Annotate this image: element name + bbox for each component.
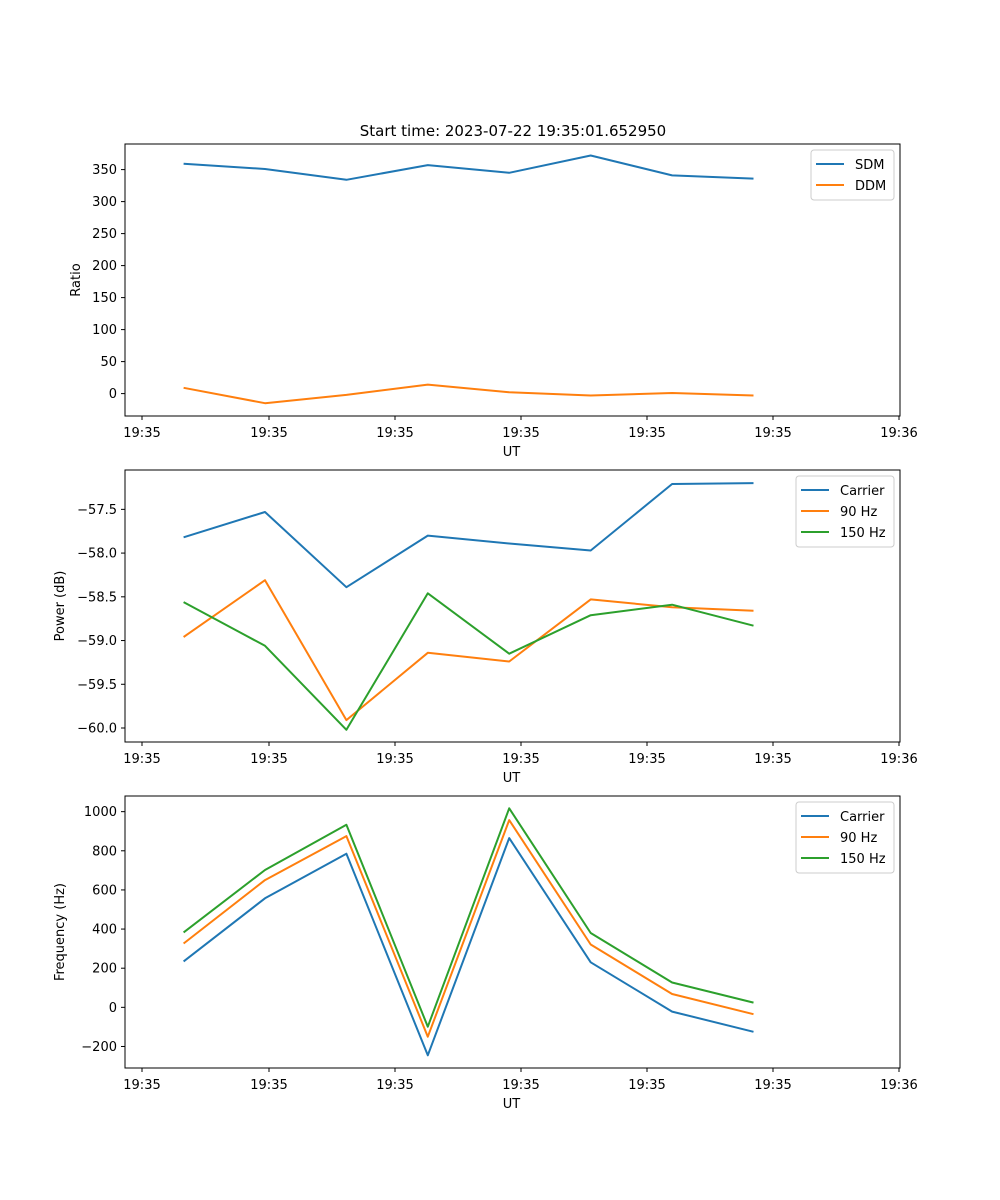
y-axis-label: Frequency (Hz) (53, 883, 68, 981)
x-tick-label: 19:35 (376, 752, 413, 767)
axes-frame (124, 795, 901, 1069)
chart-panel-3: −200 0 200 400 600 800 1000 19:35 19:35 19:35 19:3… (53, 795, 918, 1112)
x-tick-label: 19:35 (123, 426, 160, 441)
y-tick-label: 200 (92, 259, 117, 274)
legend-label: 150 Hz (840, 852, 886, 867)
y-tick-label: 100 (92, 323, 117, 338)
x-tick-label: 19:35 (628, 752, 665, 767)
y-tick-label: 150 (92, 291, 117, 306)
x-tick-label: 19:35 (376, 1078, 413, 1093)
series-line-carrier (182, 837, 754, 1057)
legend: SDM DDM (810, 149, 895, 201)
x-tick-label: 19:35 (754, 426, 791, 441)
series-line-carrier (183, 482, 754, 589)
legend-label: DDM (855, 179, 886, 194)
y-tick-label: 1000 (84, 805, 117, 820)
y-tick-label: −59.5 (77, 678, 117, 693)
x-tick-label: 19:35 (250, 1078, 287, 1093)
series-line-150-hz (182, 807, 754, 1028)
x-tick-label: 19:35 (123, 752, 160, 767)
y-tick-label: 600 (92, 883, 117, 898)
y-tick-label: −200 (81, 1040, 117, 1055)
x-tick-label: 19:35 (754, 1078, 791, 1093)
y-tick-label: 0 (109, 1001, 117, 1016)
y-tick-label: 800 (92, 844, 117, 859)
x-tick-label: 19:35 (502, 1078, 539, 1093)
legend-label: Carrier (840, 484, 885, 499)
legend-label: 90 Hz (840, 505, 877, 520)
x-tick-label: 19:36 (880, 426, 917, 441)
legend-label: 90 Hz (840, 831, 877, 846)
y-tick-label: 300 (92, 195, 117, 210)
y-tick-label: −59.0 (77, 634, 117, 649)
series-line-sdm (183, 154, 754, 181)
x-tick-label: 19:35 (376, 426, 413, 441)
y-tick-label: 350 (92, 163, 117, 178)
axes-frame (124, 143, 901, 417)
x-tick-label: 19:35 (628, 1078, 665, 1093)
y-tick-label: 0 (109, 387, 117, 402)
series-line-150-hz (183, 592, 754, 731)
legend: Carrier 90 Hz 150 Hz (795, 801, 895, 874)
axes-frame (124, 469, 901, 743)
y-tick-label: 250 (92, 227, 117, 242)
x-tick-label: 19:35 (250, 426, 287, 441)
chart-panel-2: −60.0 −59.5 −59.0 −58.5 −58.0 −57.5 19:35 19:35… (53, 469, 918, 786)
legend-box (810, 149, 895, 201)
x-tick-label: 19:35 (628, 426, 665, 441)
x-tick-label: 19:35 (123, 1078, 160, 1093)
y-tick-label: −60.0 (77, 722, 117, 737)
x-tick-label: 19:36 (880, 1078, 917, 1093)
y-tick-label: 400 (92, 923, 117, 938)
legend-label: SDM (855, 158, 884, 173)
y-tick-label: −58.0 (77, 547, 117, 562)
y-tick-label: −57.5 (77, 503, 117, 518)
legend: Carrier 90 Hz 150 Hz (795, 475, 895, 548)
y-axis-label: Ratio (69, 263, 84, 296)
y-axis-label: Power (dB) (53, 571, 68, 642)
x-tick-label: 19:35 (502, 426, 539, 441)
chart-panel-1: 0 50 100 150 200 250 300 350 19:35 19:35 19:35 19:3… (69, 143, 918, 460)
x-axis-label: UT (503, 771, 521, 786)
x-tick-label: 19:35 (250, 752, 287, 767)
x-axis-label: UT (503, 1097, 521, 1112)
y-tick-label: 200 (92, 962, 117, 977)
x-axis-label: UT (503, 445, 521, 460)
legend-box (795, 801, 895, 874)
series-line-90-hz (182, 819, 754, 1038)
x-tick-label: 19:36 (880, 752, 917, 767)
legend-box (795, 475, 895, 548)
figure-title: Start time: 2023-07-22 19:35:01.652950 (360, 122, 666, 140)
y-tick-label: 50 (100, 355, 117, 370)
series-line-ddm (183, 383, 754, 405)
y-tick-label: −58.5 (77, 590, 117, 605)
legend-label: 150 Hz (840, 526, 886, 541)
legend-label: Carrier (840, 810, 885, 825)
x-tick-label: 19:35 (502, 752, 539, 767)
x-tick-label: 19:35 (754, 752, 791, 767)
